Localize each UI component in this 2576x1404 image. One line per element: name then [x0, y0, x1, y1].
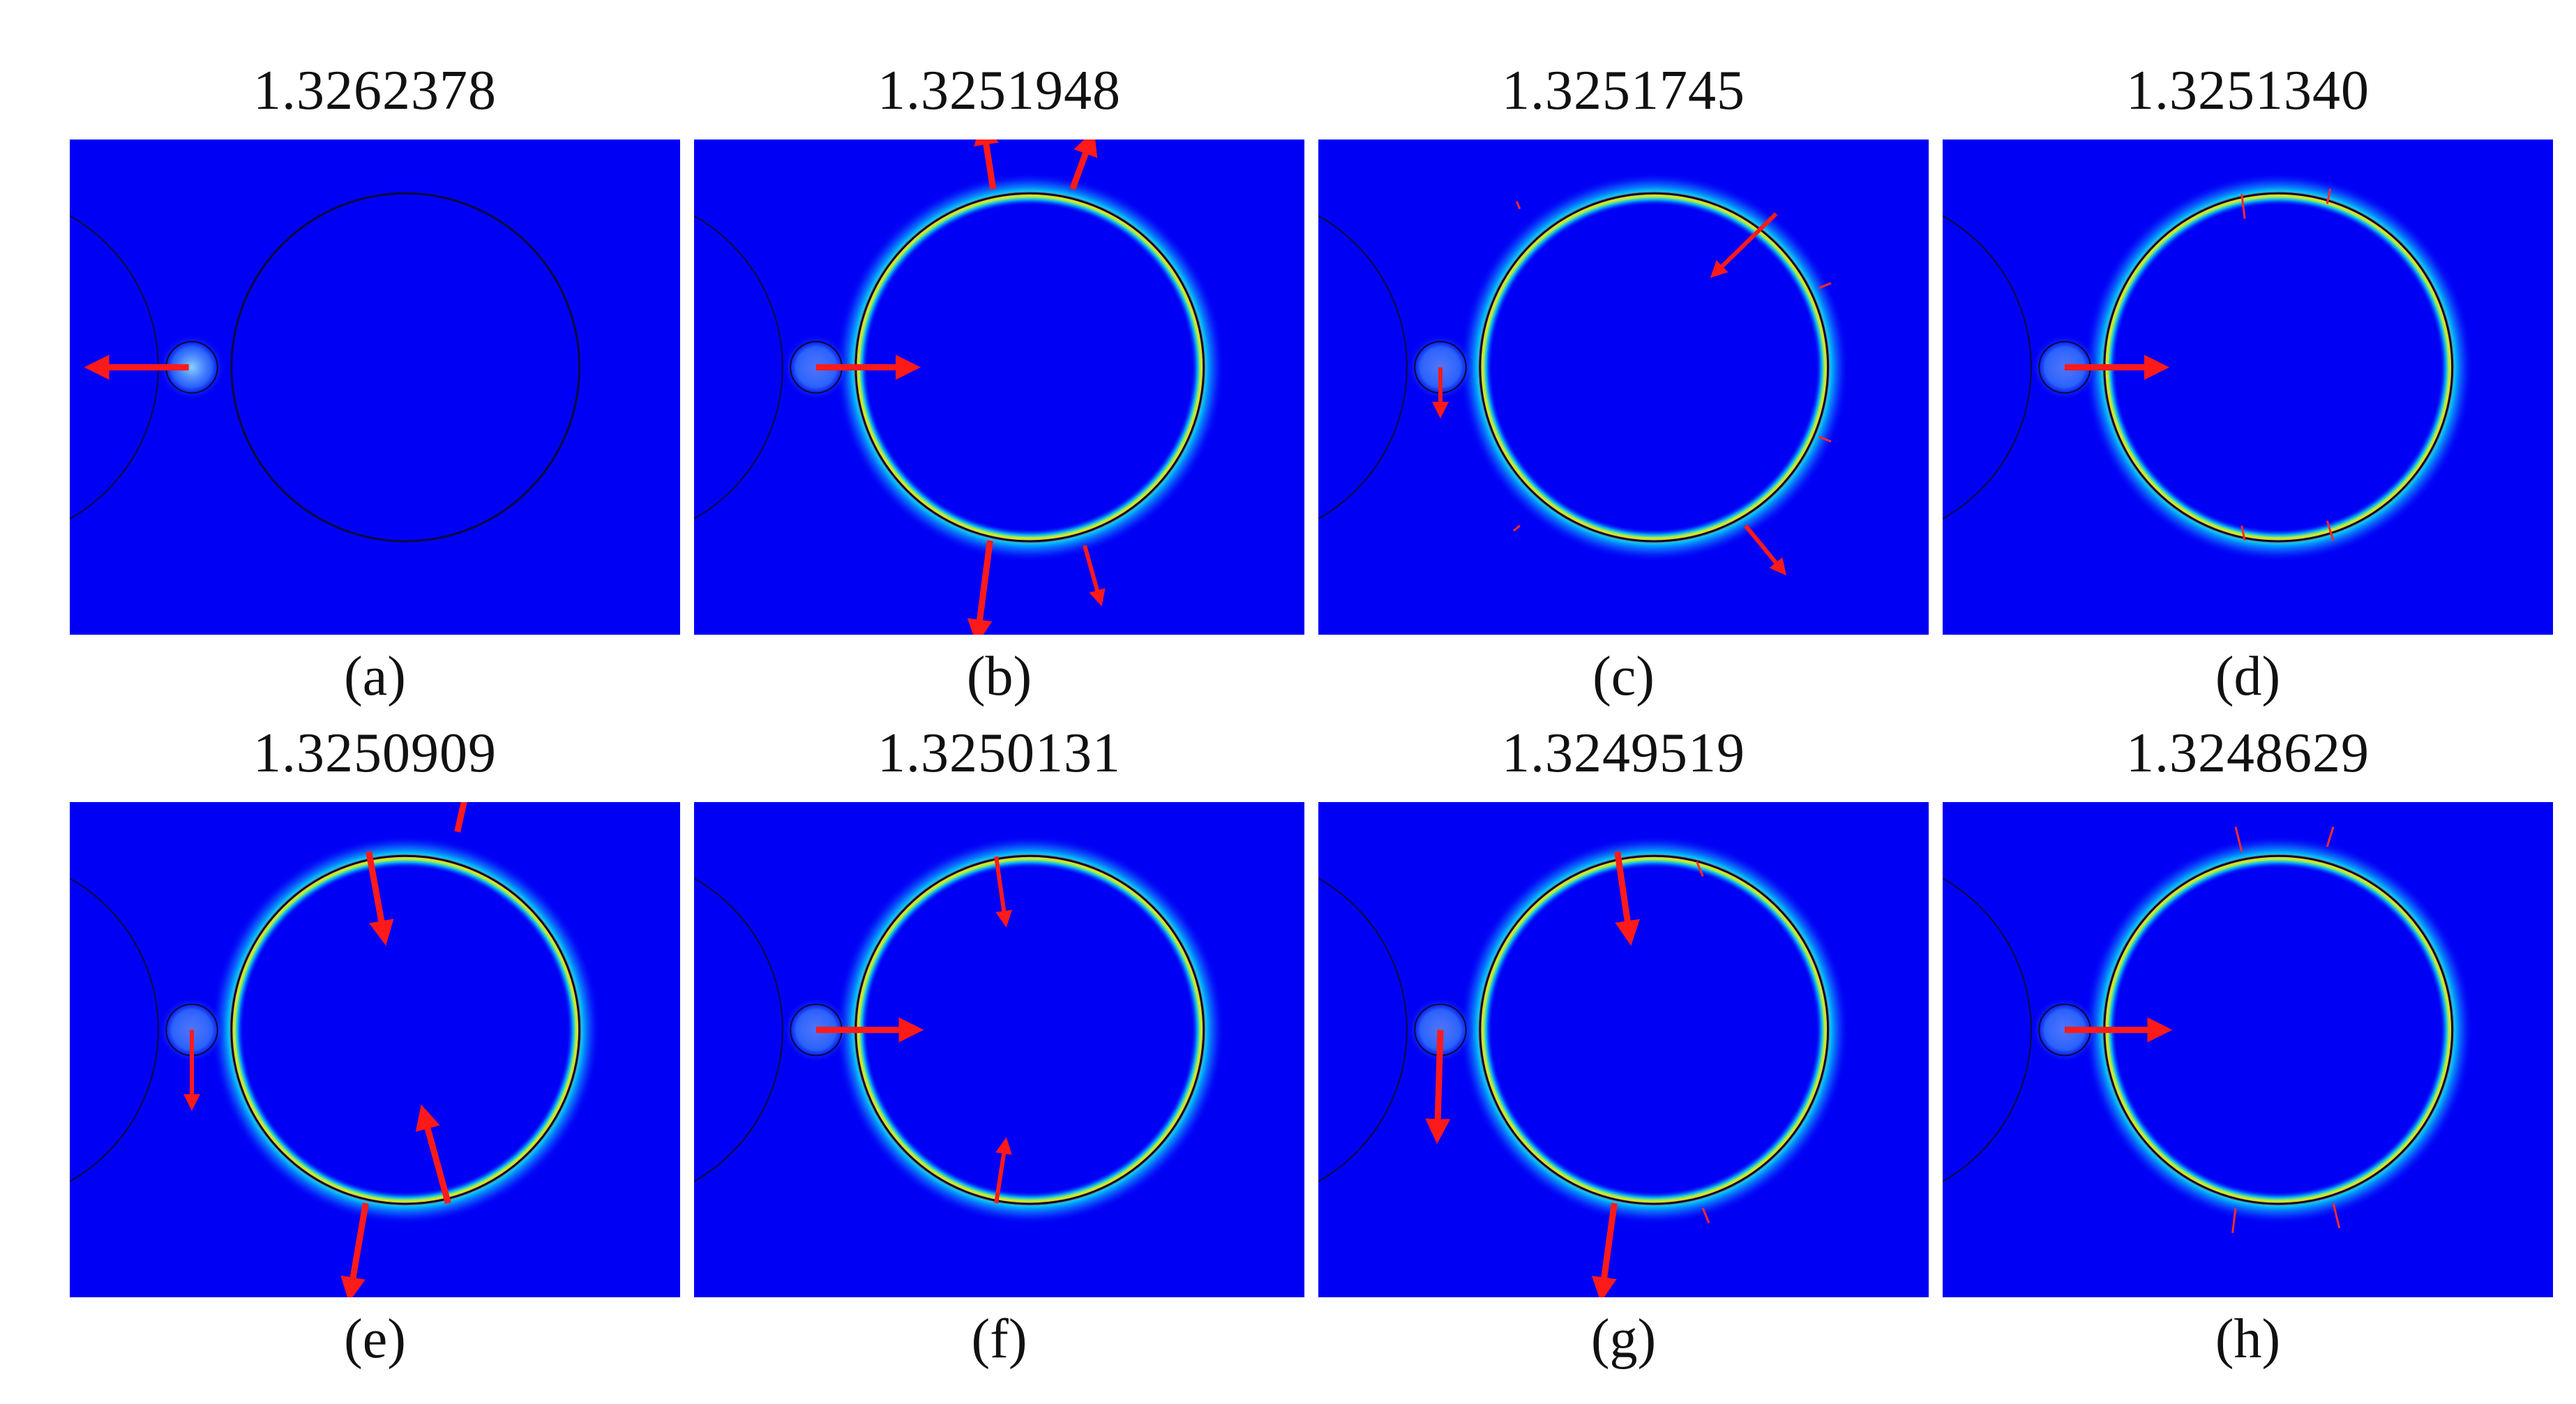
panel-g-vector-arrow-1 — [1591, 1202, 1618, 1297]
panel-f-vector-arrow-1 — [994, 1137, 1012, 1204]
panel-h-small-vector-0 — [2234, 826, 2243, 852]
panel-c-field-glow — [1459, 172, 1849, 562]
panel-g-field-glow — [1459, 835, 1849, 1225]
panel-a-large-circle — [230, 192, 581, 543]
panel-g-small-vector-0 — [1696, 861, 1704, 877]
panel-c-large-circle — [1479, 192, 1830, 543]
panel-c-vector-arrow-0 — [1710, 212, 1778, 278]
panel-a-caption: (a) — [344, 646, 406, 707]
panel-b-caption: (b) — [966, 646, 1032, 707]
panel-g-vector-arrow-0 — [1614, 851, 1640, 946]
panel-g-field-plot — [1318, 802, 1929, 1297]
panel-c-small-vector-3 — [1513, 524, 1521, 532]
panel-h-small-vector-1 — [2326, 826, 2335, 847]
panel-g-large-circle — [1479, 854, 1830, 1205]
panel-c-field-plot — [1318, 139, 1929, 635]
panel-c-caption: (c) — [1592, 646, 1655, 707]
panel-a-field-plot — [70, 139, 680, 635]
panel-b-vector-arrow-3 — [1083, 545, 1106, 607]
panel-e-vector-arrow-1 — [454, 802, 467, 833]
panel-g-caption: (g) — [1590, 1308, 1657, 1370]
panel-f-field-glow — [834, 835, 1225, 1225]
panel-c-small-vector-0 — [1515, 201, 1521, 209]
panel-c-small-vector-2 — [1818, 435, 1832, 443]
panel-g-vector-arrow-2 — [1425, 1029, 1451, 1145]
panel-a-field-glow — [210, 172, 601, 562]
panel-e-field-glow — [210, 835, 601, 1225]
panel-h-caption: (h) — [2215, 1308, 2281, 1370]
panel-e-caption: (e) — [344, 1308, 406, 1370]
panel-f-left-arc — [694, 877, 783, 1182]
panel-h-left-arc — [1943, 877, 2032, 1182]
panel-h-field-glow — [2083, 835, 2473, 1225]
panel-a-title: 1.3262378 — [253, 60, 497, 121]
panel-f-title: 1.3250131 — [878, 723, 1121, 784]
panel-g-title: 1.3249519 — [1502, 723, 1745, 784]
panel-e-probe-glow — [158, 996, 225, 1064]
panel-f-caption: (f) — [971, 1308, 1027, 1370]
panel-d-title: 1.3251340 — [2126, 60, 2370, 121]
panel-h-small-vector-2 — [2231, 1208, 2237, 1233]
panel-e-left-arc — [70, 877, 159, 1182]
panel-d-left-arc — [1943, 215, 2032, 520]
panel-f-vector-arrow-0 — [994, 856, 1013, 928]
panel-b-vector-arrow-1 — [1069, 139, 1098, 190]
panel-e-vector-arrow-0 — [366, 851, 394, 946]
panel-h-field-plot — [1943, 802, 2553, 1297]
panel-g-left-arc — [1318, 877, 1408, 1182]
panel-c-left-arc — [1318, 215, 1408, 520]
panel-d-small-vector-3 — [2326, 520, 2335, 541]
panel-d-field-plot — [1943, 139, 2553, 635]
panel-e-vector-arrow-2 — [415, 1104, 451, 1205]
panel-b-left-arc — [694, 215, 783, 520]
panel-a-probe-glow — [158, 333, 225, 401]
panel-g-small-vector-1 — [1701, 1207, 1710, 1224]
panel-c-small-vector-1 — [1818, 282, 1832, 289]
panel-f-field-plot — [694, 802, 1304, 1297]
panel-e-title: 1.3250909 — [253, 723, 497, 784]
panel-e-field-plot — [70, 802, 680, 1297]
panel-c-probe-glow — [1407, 333, 1474, 401]
panel-d-small-vector-2 — [2240, 525, 2246, 541]
panel-h-small-vector-3 — [2332, 1202, 2341, 1228]
panel-d-small-vector-0 — [2240, 193, 2246, 219]
panel-d-field-glow — [2083, 172, 2473, 562]
panel-b-title: 1.3251948 — [878, 60, 1121, 121]
panel-c-vector-arrow-1 — [1744, 524, 1787, 576]
panel-b-vector-arrow-0 — [974, 139, 999, 190]
panel-d-caption: (d) — [2215, 646, 2281, 707]
panel-g-probe-glow — [1407, 996, 1474, 1064]
panel-b-field-plot — [694, 139, 1304, 635]
panel-d-small-vector-1 — [2326, 188, 2332, 204]
panel-e-large-circle — [230, 854, 581, 1205]
panel-h-title: 1.3248629 — [2126, 723, 2370, 784]
panel-e-vector-arrow-3 — [340, 1202, 369, 1297]
panel-b-vector-arrow-2 — [967, 540, 993, 635]
panel-c-title: 1.3251745 — [1502, 60, 1745, 121]
panel-b-field-glow — [834, 172, 1225, 562]
